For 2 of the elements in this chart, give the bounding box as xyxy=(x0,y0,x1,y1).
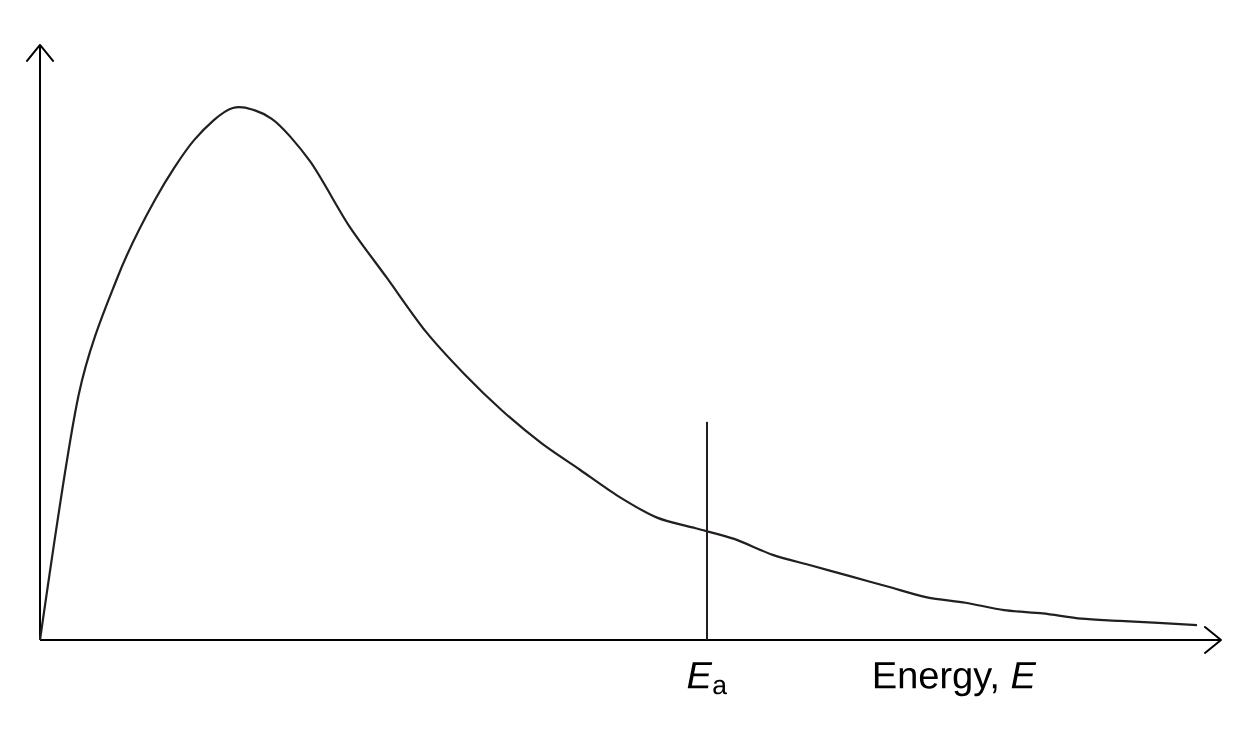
text: E$_{a}$ xyxy=(687,662,728,695)
x-axis-title: Energy, E xyxy=(874,662,1037,697)
